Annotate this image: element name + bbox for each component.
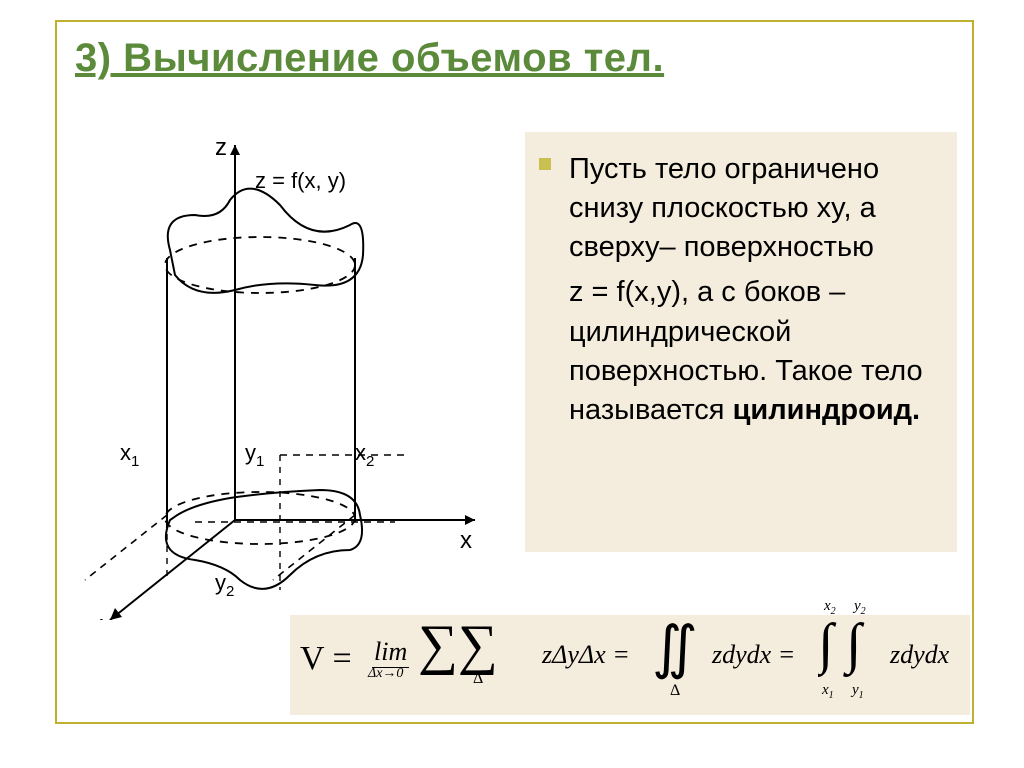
svg-text:Δ: Δ [670, 682, 680, 699]
mid-expr: zΔyΔx = [542, 640, 630, 670]
x2-label: x2 [355, 440, 374, 470]
svg-text:Δ: Δ [473, 670, 483, 687]
svg-text:x1: x1 [821, 682, 834, 701]
rhs2: zdydx [890, 640, 949, 670]
svg-text:∬: ∬ [652, 615, 698, 680]
z-axis-label: z [215, 134, 227, 161]
paragraph-1: Пусть тело ограничено снизу плоскостью x… [569, 150, 935, 267]
lim: lim [372, 637, 409, 668]
svg-text:∑∑: ∑∑ [418, 614, 498, 676]
diagram: z x y z = f(x, y) x1 x2 y1 y2 [55, 120, 505, 620]
svg-text:∫: ∫ [818, 613, 837, 678]
svg-text:∫: ∫ [843, 613, 865, 678]
svg-text:y1: y1 [850, 682, 864, 701]
paragraph-2: z = f(x,y), а с боков – цилиндрической п… [569, 273, 935, 430]
y2-label: y2 [215, 570, 234, 600]
y1-label: y1 [245, 440, 264, 470]
y-axis-label: y [100, 611, 112, 620]
slide-title: 3) Вычисление объемов тел. [75, 36, 664, 81]
x1-label: x1 [120, 440, 139, 470]
description-panel: Пусть тело ограничено снизу плоскостью x… [525, 132, 957, 552]
bullet-icon [539, 158, 551, 170]
surface-label: z = f(x, y) [255, 168, 346, 193]
V-equals: V = [300, 640, 352, 678]
rhs1: zdydx = [712, 640, 795, 670]
x-axis-label: x [460, 527, 472, 554]
lim-sub: Δx→0 [368, 666, 403, 682]
double-sum: ∑∑ Δ [418, 608, 538, 688]
